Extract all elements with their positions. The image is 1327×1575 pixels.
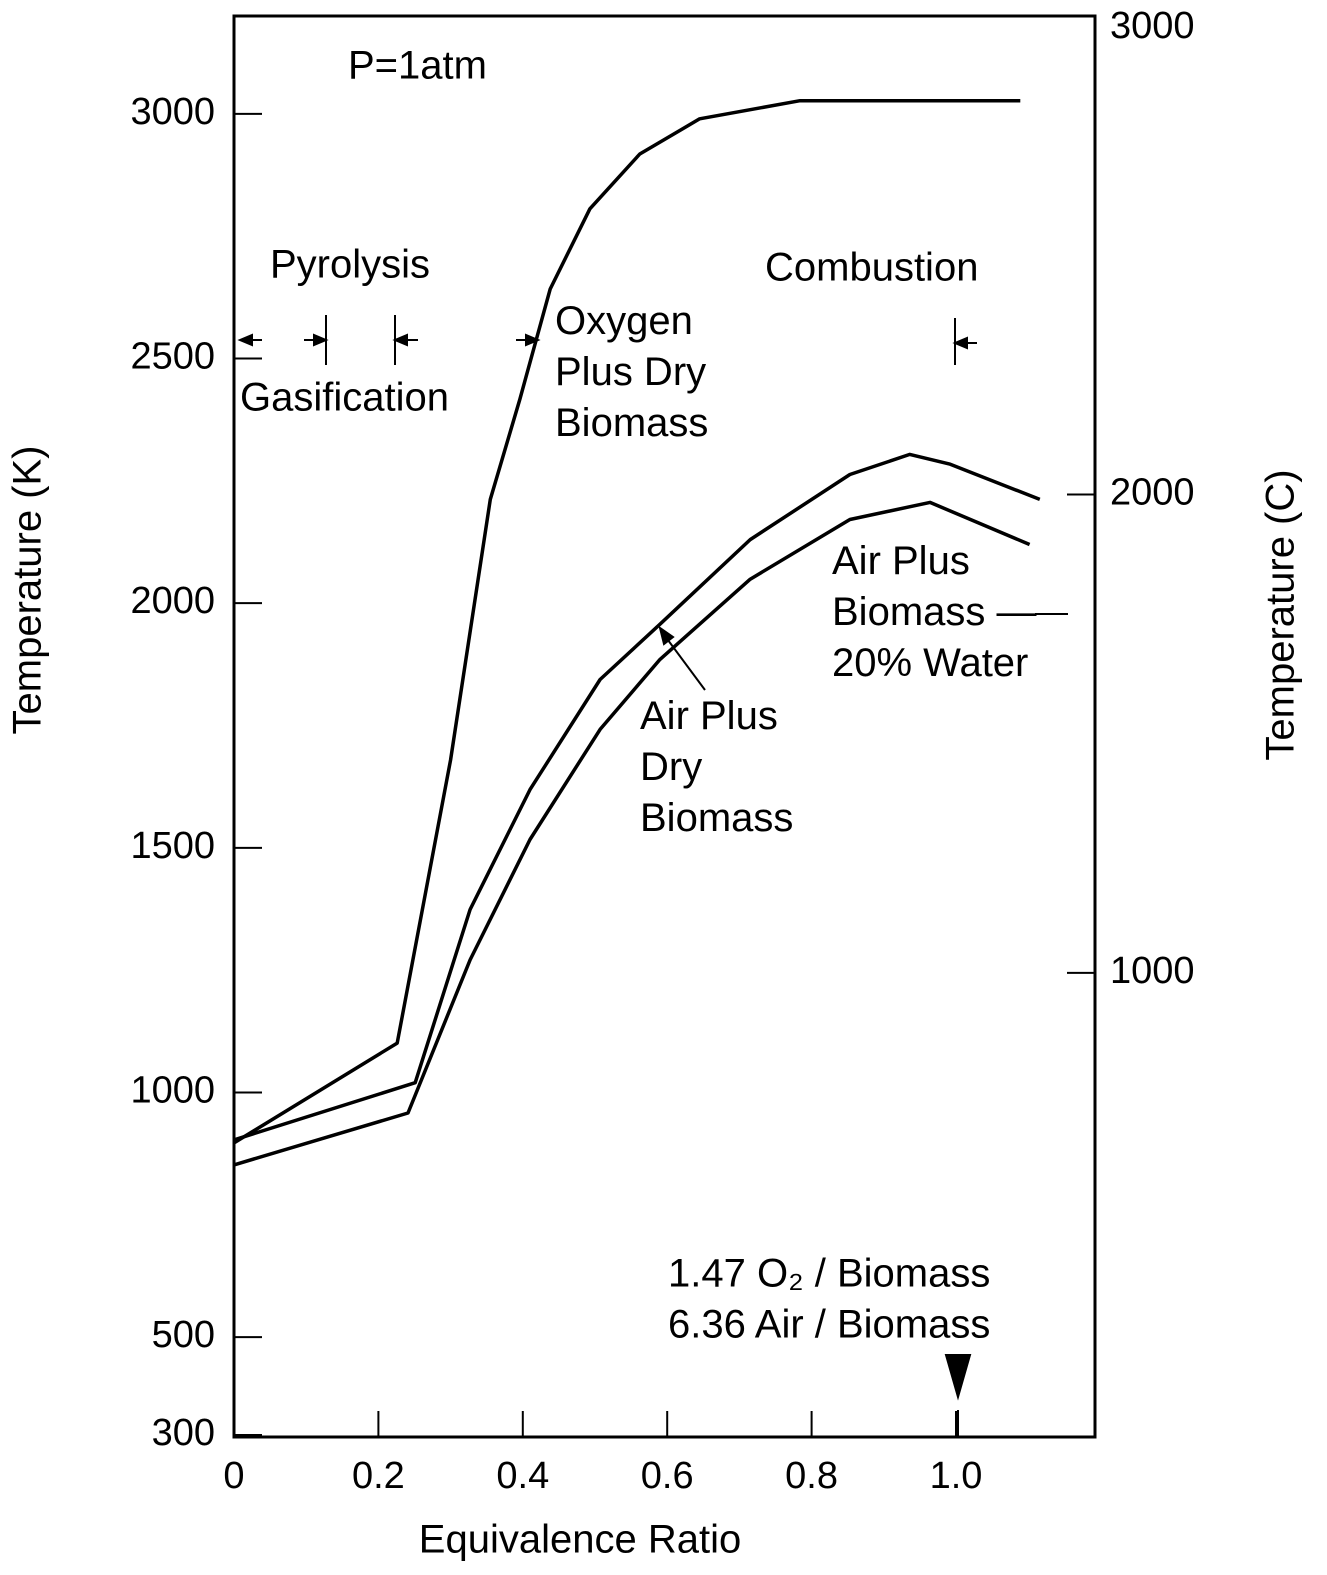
y2-tick-label: 3000 (1110, 5, 1195, 47)
y2-axis-label: Temperature (C) (1259, 469, 1303, 760)
y-tick-label: 1500 (130, 825, 215, 867)
x-axis-label: Equivalence Ratio (419, 1518, 741, 1562)
series-label-line: Air Plus (640, 694, 778, 738)
annotation: Gasification (240, 376, 449, 420)
series-label-line: Plus Dry (555, 350, 706, 394)
x-tick-label: 0.4 (496, 1455, 549, 1497)
series-label-line: 20% Water (832, 641, 1028, 685)
x-tick-label: 0.2 (352, 1455, 405, 1497)
x-tick-label: 0 (223, 1455, 244, 1497)
series-label-line: Biomass (640, 796, 793, 840)
series-label-line: Air Plus (832, 539, 970, 583)
annotation: P=1atm (348, 44, 487, 88)
annotation: 6.36 Air / Biomass (668, 1303, 990, 1347)
series-label: Air Plus Biomass — 20% Water (832, 539, 1037, 685)
y-tick-label: 2500 (130, 336, 215, 378)
y2-tick-label: 1000 (1110, 950, 1195, 992)
series-label-line: Biomass — (832, 590, 1037, 634)
y-axis-label: Temperature (K) (6, 446, 50, 735)
y-tick-label: 2000 (130, 580, 215, 622)
y2-tick-label: 2000 (1110, 471, 1195, 513)
series-line (233, 452, 1041, 1142)
series-line (233, 500, 1031, 1167)
series-label: Air Plus Dry Biomass (640, 694, 793, 840)
y-tick-label: 3000 (130, 91, 215, 133)
x-tick-label: 1.0 (930, 1455, 983, 1497)
series-line (233, 98, 1021, 1145)
region-markers (237, 315, 1068, 1437)
annotation: 1.47 O₂ / Biomass (668, 1252, 990, 1296)
y-tick-label: 500 (152, 1314, 215, 1356)
x-tick-label: 0.8 (785, 1455, 838, 1497)
series-label: Oxygen Plus Dry Biomass (555, 299, 708, 445)
y-tick-label: 300 (152, 1412, 215, 1454)
y-tick-label: 1000 (130, 1070, 215, 1112)
series-label-line: Biomass (555, 401, 708, 445)
plot-frame (232, 14, 1097, 1439)
series-label-line: Dry (640, 745, 702, 789)
series-label-line: Oxygen (555, 299, 693, 343)
annotation: Combustion (765, 246, 978, 290)
x-tick-label: 0.6 (641, 1455, 694, 1497)
annotation: Pyrolysis (270, 243, 430, 287)
